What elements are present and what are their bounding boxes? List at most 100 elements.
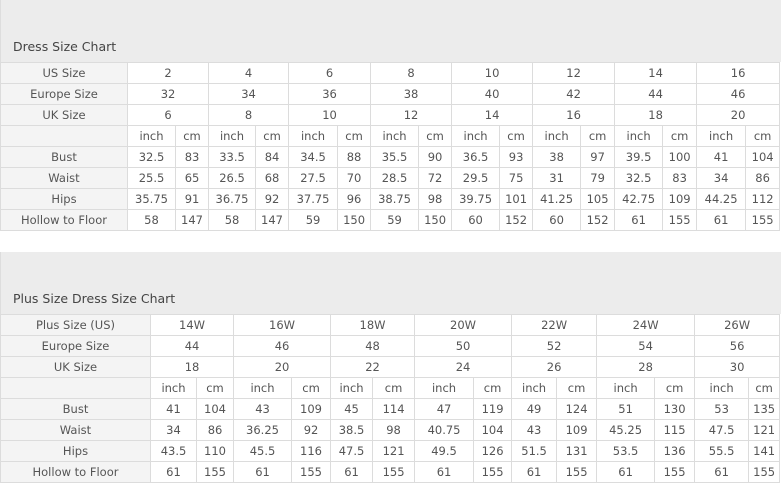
measure-row: Hips 43.5 110 45.5 116 47.5 121 49.5 126 51.5 131 5…: [0, 440, 781, 462]
size-cell: 10: [288, 104, 372, 126]
unit-inch: inch: [694, 377, 750, 399]
measure-cell: 92: [255, 188, 290, 210]
measure-cell: 53.5: [596, 440, 656, 462]
size-row: UK Size 18 20 22 24 26 28 30: [0, 356, 781, 378]
measure-cell: 43: [511, 419, 558, 441]
measure-cell: 147: [174, 209, 210, 231]
measure-cell: 65: [174, 167, 210, 189]
unit-cm: cm: [580, 125, 616, 147]
measure-cell: 58: [127, 209, 176, 231]
measure-cell: 100: [662, 146, 698, 168]
measure-cell: 51.5: [511, 440, 558, 462]
measure-cell: 61: [596, 461, 656, 483]
unit-inch: inch: [414, 377, 475, 399]
size-cell: 34: [208, 83, 290, 105]
measure-cell: 39.5: [614, 146, 664, 168]
measure-cell: 49: [511, 398, 558, 420]
row-label: Waist: [0, 167, 128, 189]
row-label: Hips: [0, 440, 151, 462]
row-label: Hips: [0, 188, 128, 210]
size-cell: 42: [532, 83, 616, 105]
measure-cell: 92: [291, 419, 332, 441]
measure-cell: 61: [414, 461, 475, 483]
measure-cell: 86: [745, 167, 781, 189]
size-cell: 50: [414, 335, 513, 357]
measure-cell: 41: [696, 146, 747, 168]
measure-cell: 112: [745, 188, 781, 210]
unit-inch: inch: [451, 125, 501, 147]
unit-row: inch cm inch cm inch cm inch cm inch cm inch cm inch…: [0, 377, 781, 399]
measure-cell: 55.5: [694, 440, 750, 462]
size-cell: 20W: [414, 314, 513, 336]
unit-inch: inch: [150, 377, 197, 399]
measure-cell: 49.5: [414, 440, 475, 462]
measure-row: Hollow to Floor 58 147 58 147 59 150 59 150 60 152…: [0, 209, 781, 231]
measure-cell: 135: [748, 398, 781, 420]
measure-cell: 60: [451, 209, 501, 231]
measure-cell: 93: [499, 146, 534, 168]
measure-cell: 96: [337, 188, 372, 210]
row-label: Bust: [0, 146, 128, 168]
measure-cell: 38: [532, 146, 582, 168]
measure-cell: 155: [748, 461, 781, 483]
unit-inch: inch: [696, 125, 747, 147]
measure-cell: 61: [614, 209, 664, 231]
measure-cell: 29.5: [451, 167, 501, 189]
measure-cell: 59: [288, 209, 339, 231]
size-cell: 44: [149, 335, 235, 357]
unit-inch: inch: [614, 125, 664, 147]
measure-row: Bust 32.5 83 33.5 84 34.5 88 35.5 90 36.5 93 38 97 39…: [0, 146, 781, 168]
measure-cell: 41.25: [532, 188, 582, 210]
measure-row: Hollow to Floor 61 155 61 155 61 155 61 155 61 155…: [0, 461, 781, 483]
measure-cell: 98: [418, 188, 453, 210]
size-cell: 12: [532, 62, 616, 84]
size-cell: 32: [126, 83, 210, 105]
measure-row: Bust 41 104 43 109 45 114 47 119 49 124 51 130 53 135: [0, 398, 781, 420]
measure-cell: 119: [473, 398, 513, 420]
measure-cell: 114: [372, 398, 416, 420]
measure-cell: 58: [208, 209, 257, 231]
size-cell: 26: [511, 356, 598, 378]
measure-cell: 51: [596, 398, 656, 420]
measure-cell: 43.5: [150, 440, 197, 462]
unit-cm: cm: [418, 125, 453, 147]
row-label: Bust: [0, 398, 151, 420]
size-row: Europe Size 32 34 36 38 40 42 44 46: [0, 83, 781, 105]
measure-cell: 155: [291, 461, 332, 483]
unit-inch: inch: [596, 377, 656, 399]
measure-cell: 34.5: [288, 146, 339, 168]
chart-title: Dress Size Chart: [13, 39, 117, 54]
row-label: Hollow to Floor: [0, 209, 128, 231]
unit-inch: inch: [330, 377, 374, 399]
size-cell: 4: [208, 62, 290, 84]
measure-cell: 109: [291, 398, 332, 420]
measure-row: Hips 35.75 91 36.75 92 37.75 96 38.75 98 39.75 101…: [0, 188, 781, 210]
size-cell: 16W: [233, 314, 332, 336]
measure-cell: 155: [654, 461, 696, 483]
measure-cell: 155: [372, 461, 416, 483]
measure-cell: 101: [499, 188, 534, 210]
measure-cell: 104: [473, 419, 513, 441]
unit-cm: cm: [174, 125, 210, 147]
size-cell: 48: [330, 335, 416, 357]
measure-cell: 45.25: [596, 419, 656, 441]
size-cell: 14W: [149, 314, 235, 336]
measure-cell: 42.75: [614, 188, 664, 210]
measure-cell: 70: [337, 167, 372, 189]
measure-cell: 31: [532, 167, 582, 189]
measure-cell: 47: [414, 398, 475, 420]
unit-cm: cm: [748, 377, 781, 399]
measure-cell: 39.75: [451, 188, 501, 210]
measure-cell: 27.5: [288, 167, 339, 189]
measure-cell: 28.5: [370, 167, 420, 189]
measure-cell: 53: [694, 398, 750, 420]
measure-cell: 45.5: [233, 440, 293, 462]
measure-cell: 115: [654, 419, 696, 441]
unit-cm: cm: [291, 377, 332, 399]
measure-cell: 147: [255, 209, 290, 231]
size-row: US Size 2 4 6 8 10 12 14 16: [0, 62, 781, 84]
size-table: US Size 2 4 6 8 10 12 14 16 Europe Size 32 34 36 38 40…: [0, 62, 781, 231]
row-label: Hollow to Floor: [0, 461, 151, 483]
row-label: Europe Size: [0, 83, 128, 105]
size-cell: 16: [696, 62, 781, 84]
